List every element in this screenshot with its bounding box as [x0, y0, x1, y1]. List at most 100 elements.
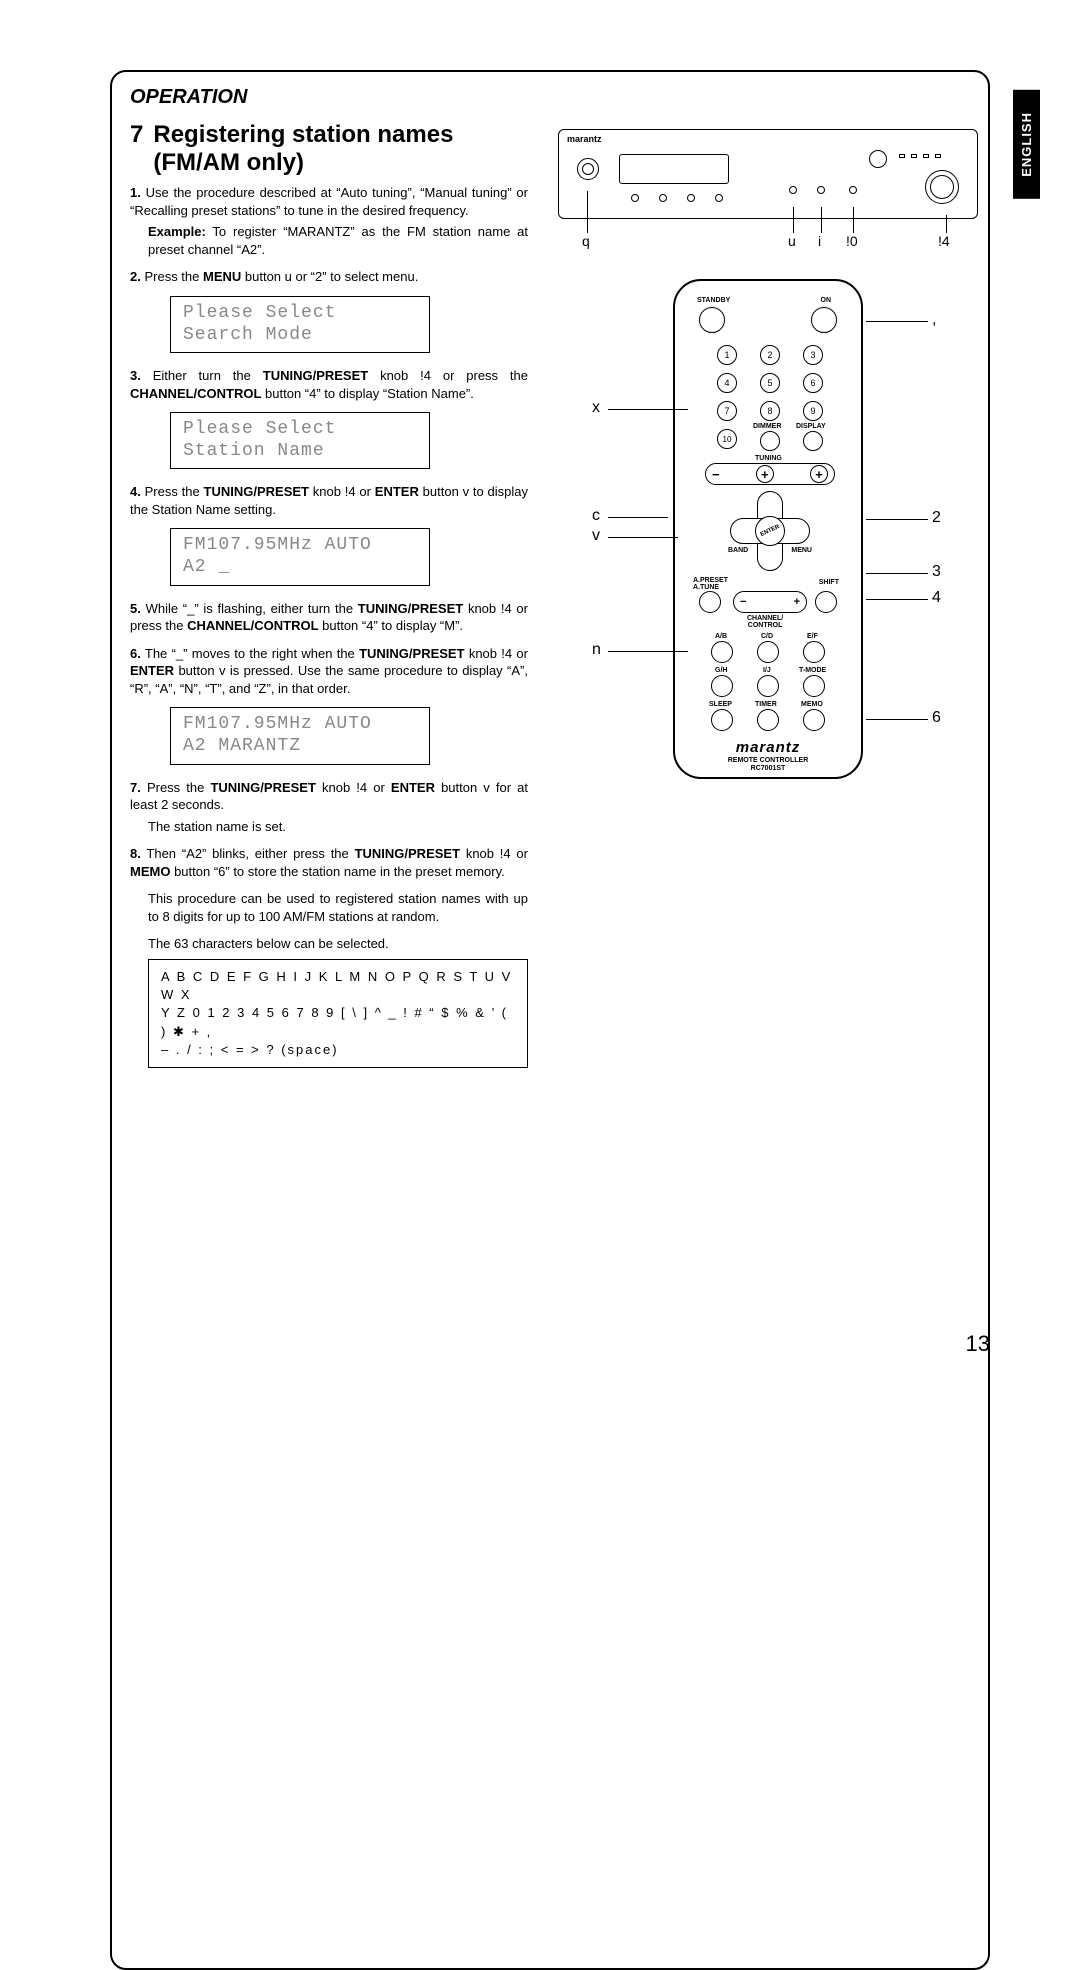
keypad-10-icon: 10	[717, 429, 737, 449]
lcd-4: FM107.95MHz AUTO A2 MARANTZ	[170, 707, 430, 764]
step-num: 4.	[130, 484, 141, 499]
device-btn-icon	[687, 194, 695, 202]
callout-line	[587, 191, 588, 233]
t: Press the	[144, 269, 203, 284]
side-line	[866, 519, 928, 520]
device-brand: marantz	[567, 134, 602, 144]
keypad-1-icon: 1	[717, 345, 737, 365]
kw: MENU	[203, 269, 241, 284]
lcd-line: A2 _	[183, 557, 417, 579]
side-x: x	[592, 399, 600, 417]
device-screen-icon	[619, 154, 729, 184]
side-line	[608, 409, 688, 410]
sleep-label: SLEEP	[709, 701, 732, 708]
step-num: 3.	[130, 368, 141, 383]
t: Then “A2” blinks, either press the	[146, 846, 354, 861]
lcd-1: Please Select Search Mode	[170, 296, 430, 353]
side-line	[866, 321, 928, 322]
callout-i: i	[818, 233, 821, 249]
display-label: DISPLAY	[796, 423, 826, 430]
t: button v is pressed. Use the same proced…	[130, 663, 528, 696]
keypad-3-icon: 3	[803, 345, 823, 365]
channel-label: CHANNEL/CONTROL	[747, 615, 783, 629]
keypad-2-icon: 2	[760, 345, 780, 365]
side-n: n	[592, 641, 601, 659]
step-5: 5. While “_” is flashing, either turn th…	[130, 600, 528, 635]
device-btn-icon	[789, 186, 797, 194]
lcd-line: Please Select	[183, 303, 417, 325]
lcd-line: FM107.95MHz AUTO	[183, 714, 417, 736]
ef-button-icon	[803, 641, 825, 663]
callout-line	[821, 207, 822, 233]
t: button u or “2” to select menu.	[241, 269, 418, 284]
t: While “_” is flashing, either turn the	[146, 601, 358, 616]
remote-brand: marantz	[675, 739, 861, 756]
kw: TUNING/PRESET	[355, 846, 460, 861]
shift-label: SHIFT	[819, 579, 839, 586]
kw: TUNING/PRESET	[358, 601, 463, 616]
step-num: 7.	[130, 780, 141, 795]
device-btn-icon	[659, 194, 667, 202]
t: Either turn the	[153, 368, 263, 383]
section-header: OPERATION	[130, 86, 970, 109]
on-button-icon	[811, 307, 837, 333]
remote-sub1: REMOTE CONTROLLER	[675, 757, 861, 764]
charset-box: A B C D E F G H I J K L M N O P Q R S T …	[148, 959, 528, 1068]
device-port-icon	[911, 154, 917, 158]
steps-list: 3. Either turn the TUNING/PRESET knob !4…	[130, 367, 528, 402]
side-c: c	[592, 507, 600, 525]
ij-button-icon	[757, 675, 779, 697]
remote-sub2: RC7001ST	[675, 765, 861, 772]
title-row: 7 Registering station names (FM/AM only)	[130, 121, 528, 176]
cd-button-icon	[757, 641, 779, 663]
memo-label: MEMO	[801, 701, 823, 708]
ab-label: A/B	[715, 633, 727, 640]
keypad-9-icon: 9	[803, 401, 823, 421]
steps-list: 7. Press the TUNING/PRESET knob !4 or EN…	[130, 779, 528, 881]
ij-label: I/J	[763, 667, 771, 674]
right-column: marantz	[558, 121, 978, 1068]
step-num: 6.	[130, 646, 141, 661]
note-1: This procedure can be used to registered…	[130, 890, 528, 925]
section-title: Registering station names (FM/AM only)	[153, 121, 528, 176]
tuning-bar-icon: − + +	[705, 463, 835, 485]
kw: TUNING/PRESET	[204, 484, 309, 499]
page: ENGLISH OPERATION 7 Registering station …	[0, 0, 1080, 1397]
side-4: 4	[932, 589, 941, 607]
callout-q: q	[582, 233, 590, 249]
device-btn-icon	[817, 186, 825, 194]
t: button v for at least 2 seconds.	[130, 780, 528, 813]
charset-line: Y Z 0 1 2 3 4 5 6 7 8 9 [ \ ] ^ _ ! # “ …	[161, 1004, 515, 1040]
charset-line: – . / : ; < = > ? (space)	[161, 1041, 515, 1059]
apreset-label: A.PRESETA.TUNE	[693, 577, 728, 591]
cross-arm-v-icon	[757, 491, 783, 571]
t: knob !4 or press the	[130, 601, 528, 634]
section-number: 7	[130, 121, 143, 149]
note-2: The 63 characters below can be selected.	[130, 935, 528, 953]
t: button “6” to store the station name in …	[170, 864, 504, 879]
kw: TUNING/PRESET	[359, 646, 464, 661]
lcd-line: FM107.95MHz AUTO	[183, 535, 417, 557]
side-comma: ,	[932, 311, 936, 329]
display-button-icon	[803, 431, 823, 451]
ab-button-icon	[711, 641, 733, 663]
page-number: 13	[966, 1331, 990, 1357]
side-2: 2	[932, 509, 941, 527]
steps-list: 4. Press the TUNING/PRESET knob !4 or EN…	[130, 483, 528, 518]
kw: TUNING/PRESET	[263, 368, 368, 383]
step-example: Example: To register “MARANTZ” as the FM…	[130, 223, 528, 258]
device-panel: marantz	[558, 129, 978, 219]
minus-icon: −	[740, 596, 746, 608]
t: button v to display the Station Name set…	[130, 484, 528, 517]
step-3: 3. Either turn the TUNING/PRESET knob !4…	[130, 367, 528, 402]
t: Press the	[145, 484, 204, 499]
t: knob !4 or	[316, 780, 391, 795]
side-line	[608, 651, 688, 652]
cross-arm-h-icon	[730, 518, 810, 544]
side-line	[866, 719, 928, 720]
dimmer-label: DIMMER	[753, 423, 781, 430]
callout-line	[853, 207, 854, 233]
keypad-4-icon: 4	[717, 373, 737, 393]
callout-u: u	[788, 233, 796, 249]
side-line	[866, 573, 928, 574]
